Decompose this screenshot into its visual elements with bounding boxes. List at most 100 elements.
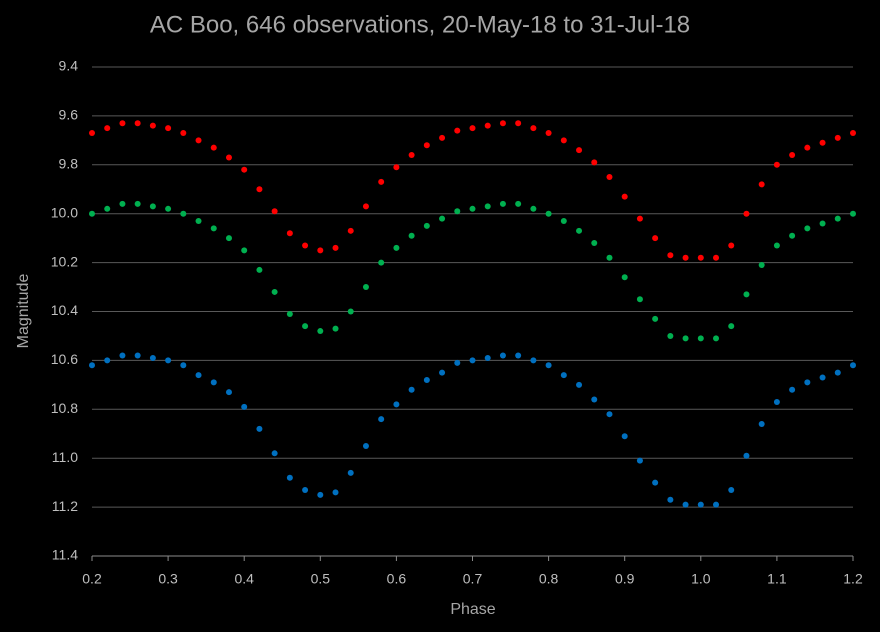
data-point xyxy=(271,208,278,215)
data-point xyxy=(850,362,856,369)
data-point xyxy=(515,120,522,127)
data-point xyxy=(347,469,354,476)
data-point xyxy=(530,357,537,364)
data-point xyxy=(165,205,172,212)
data-point xyxy=(484,354,491,361)
data-point xyxy=(560,218,567,225)
data-point xyxy=(834,215,841,222)
data-point xyxy=(728,486,735,493)
data-point xyxy=(165,357,172,364)
data-point xyxy=(758,420,765,427)
data-point xyxy=(636,215,643,222)
data-point xyxy=(454,127,461,134)
y-tick-label: 9.8 xyxy=(59,156,79,172)
data-point xyxy=(773,398,780,405)
data-point xyxy=(423,142,430,149)
y-tick-label: 11.4 xyxy=(52,547,78,563)
data-point xyxy=(378,416,385,423)
x-tick-label: 1.0 xyxy=(691,571,711,587)
data-point xyxy=(591,396,598,403)
data-point xyxy=(530,205,537,212)
data-point xyxy=(789,152,796,159)
data-point xyxy=(834,369,841,376)
data-point xyxy=(210,379,217,386)
data-point xyxy=(347,308,354,315)
x-tick-label: 0.3 xyxy=(158,571,178,587)
data-point xyxy=(621,433,628,440)
data-point xyxy=(225,235,232,242)
data-point xyxy=(789,232,796,239)
data-point xyxy=(713,501,720,508)
data-point xyxy=(713,335,720,342)
data-point xyxy=(545,130,552,137)
data-point xyxy=(834,134,841,141)
data-point xyxy=(667,496,674,503)
data-point xyxy=(621,193,628,200)
data-point xyxy=(302,323,309,330)
data-point xyxy=(302,242,309,249)
data-point xyxy=(773,161,780,168)
data-point xyxy=(530,125,537,132)
data-point xyxy=(378,178,385,185)
data-point xyxy=(241,247,248,254)
data-point xyxy=(332,325,339,332)
x-tick-label: 0.5 xyxy=(311,571,331,587)
data-point xyxy=(515,352,522,359)
data-point xyxy=(317,491,324,498)
data-point xyxy=(362,203,369,210)
data-point xyxy=(606,174,613,181)
y-tick-label: 10.6 xyxy=(51,351,78,367)
data-point xyxy=(347,227,354,234)
data-point xyxy=(591,240,598,247)
data-point xyxy=(271,288,278,295)
data-point xyxy=(667,332,674,339)
data-point xyxy=(819,220,826,227)
data-point xyxy=(423,222,430,229)
data-point xyxy=(134,200,141,207)
x-tick-label: 0.8 xyxy=(539,571,559,587)
data-point xyxy=(286,230,293,237)
data-point xyxy=(758,262,765,269)
data-point xyxy=(606,411,613,418)
data-point xyxy=(119,352,126,359)
data-point xyxy=(241,403,248,410)
data-point xyxy=(652,235,659,242)
data-point xyxy=(804,379,811,386)
data-point xyxy=(119,120,126,127)
data-point xyxy=(591,159,598,166)
data-point xyxy=(773,242,780,249)
data-point xyxy=(804,144,811,151)
data-point xyxy=(256,425,263,432)
data-point xyxy=(758,181,765,188)
data-point xyxy=(728,242,735,249)
data-point xyxy=(545,210,552,217)
data-point xyxy=(195,372,202,379)
data-point xyxy=(149,354,156,361)
data-point xyxy=(789,386,796,393)
data-point xyxy=(850,210,856,217)
data-point xyxy=(499,200,506,207)
data-point xyxy=(393,244,400,251)
data-point xyxy=(225,154,232,161)
data-point xyxy=(286,310,293,317)
x-tick-label: 0.6 xyxy=(387,571,407,587)
x-tick-label: 0.7 xyxy=(463,571,483,587)
data-point xyxy=(484,122,491,129)
data-point xyxy=(728,323,735,330)
data-point xyxy=(195,137,202,144)
data-point xyxy=(454,208,461,215)
data-point xyxy=(819,374,826,381)
data-point xyxy=(804,225,811,232)
data-point xyxy=(469,357,476,364)
data-point xyxy=(286,474,293,481)
data-point xyxy=(713,254,720,261)
x-tick-label: 1.1 xyxy=(767,571,787,587)
data-point xyxy=(469,125,476,132)
data-point xyxy=(697,501,704,508)
data-point xyxy=(743,291,750,298)
y-axis-title: Magnitude xyxy=(15,274,32,349)
data-point xyxy=(484,203,491,210)
data-point xyxy=(317,328,324,335)
data-point xyxy=(576,147,583,154)
data-point xyxy=(819,139,826,146)
